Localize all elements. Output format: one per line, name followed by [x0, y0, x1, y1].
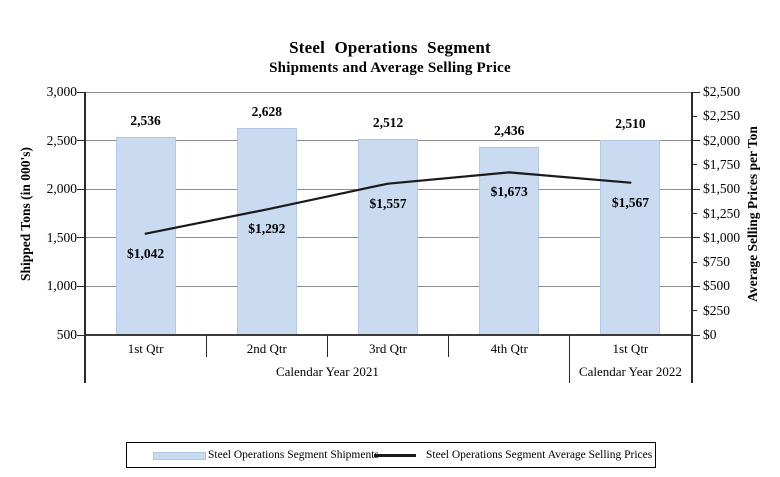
price-point-label: $1,673 [490, 184, 528, 200]
y-right-tick-label: $250 [703, 302, 730, 318]
y-left-tick-label: 2,000 [46, 181, 77, 197]
y-right-tick [692, 285, 700, 287]
legend-label-shipments: Steel Operations Segment Shipments [208, 449, 379, 461]
x-axis-separator [690, 335, 692, 383]
y-right-tick [692, 91, 700, 93]
x-category-label: 3rd Qtr [369, 341, 407, 356]
y-left-tick [77, 237, 85, 239]
y-left-tick-label: 1,500 [46, 229, 77, 245]
x-category-label: 1st Qtr [612, 341, 649, 356]
y-left-tick [77, 91, 85, 93]
y-right-tick [692, 310, 697, 312]
y-right-tick [692, 115, 697, 117]
price-point-label: $1,042 [127, 245, 165, 261]
legend: Steel Operations Segment Shipments Steel… [126, 442, 656, 468]
y-left-tick-label: 500 [56, 327, 77, 342]
y-right-tick [692, 334, 700, 336]
x-category-label: 4th Qtr [490, 341, 528, 356]
y-left-tick [77, 188, 85, 190]
bar [358, 139, 418, 335]
price-point-label: $1,567 [611, 194, 649, 210]
y-left-tick-label: 2,500 [46, 132, 77, 148]
y-left-tick [77, 140, 85, 142]
y-right-tick-label: $1,750 [703, 156, 741, 172]
y-right-tick-label: $2,000 [703, 132, 741, 148]
bar [115, 137, 176, 335]
y-right-tick-label: $1,000 [703, 229, 741, 245]
bar-value-label: 2,510 [615, 115, 646, 131]
legend-bar-swatch [153, 452, 206, 460]
x-axis-separator [205, 335, 207, 357]
bar [479, 146, 540, 335]
bar-value-label: 2,536 [130, 113, 161, 129]
price-point-label: $1,292 [248, 221, 286, 237]
x-axis-separator [326, 335, 328, 357]
y-right-tick [692, 188, 700, 190]
legend-line-swatch [374, 454, 416, 457]
y-right-tick-label: $2,250 [703, 108, 741, 124]
y-right-tick [692, 237, 700, 239]
y-right-tick-label: $750 [703, 254, 730, 270]
y-right-tick-label: $1,250 [703, 205, 741, 221]
price-point-label: $1,557 [369, 195, 407, 211]
x-category-label: 1st Qtr [127, 341, 164, 356]
x-axis-line [84, 334, 692, 336]
chart-subtitle: Shipments and Average Selling Price [269, 60, 511, 76]
x-axis-separator [84, 335, 86, 383]
y-right-tick-label: $1,500 [703, 181, 741, 197]
y-right-tick [692, 164, 697, 166]
y-right-tick [692, 140, 700, 142]
y-right-tick [692, 261, 697, 263]
y-left-tick [77, 285, 85, 287]
y-right-tick-label: $0 [703, 327, 717, 342]
chart-title: Steel Operations Segment [289, 38, 491, 57]
x-year-label: Calendar Year 2022 [578, 364, 682, 379]
y-right-tick-label: $500 [703, 278, 730, 294]
y-right-tick [692, 213, 697, 214]
y-left-tick [77, 334, 85, 336]
x-axis-separator [569, 335, 571, 383]
legend-label-prices: Steel Operations Segment Average Selling… [426, 449, 653, 461]
y-right-axis-line [691, 92, 693, 383]
y-right-tick-label: $2,500 [703, 84, 741, 99]
y-left-tick-label: 3,000 [46, 84, 77, 99]
bar-value-label: 2,628 [251, 104, 282, 120]
x-category-label: 2nd Qtr [246, 341, 287, 356]
y-left-tick-label: 1,000 [46, 278, 77, 294]
gridline [85, 91, 691, 93]
x-axis-separator [448, 335, 450, 357]
x-year-label: Calendar Year 2021 [275, 364, 379, 379]
bar [600, 139, 661, 335]
bar-value-label: 2,512 [372, 115, 404, 131]
bar-value-label: 2,436 [494, 122, 525, 138]
left-axis-title: Shipped Tons (in 000's) [18, 147, 33, 281]
